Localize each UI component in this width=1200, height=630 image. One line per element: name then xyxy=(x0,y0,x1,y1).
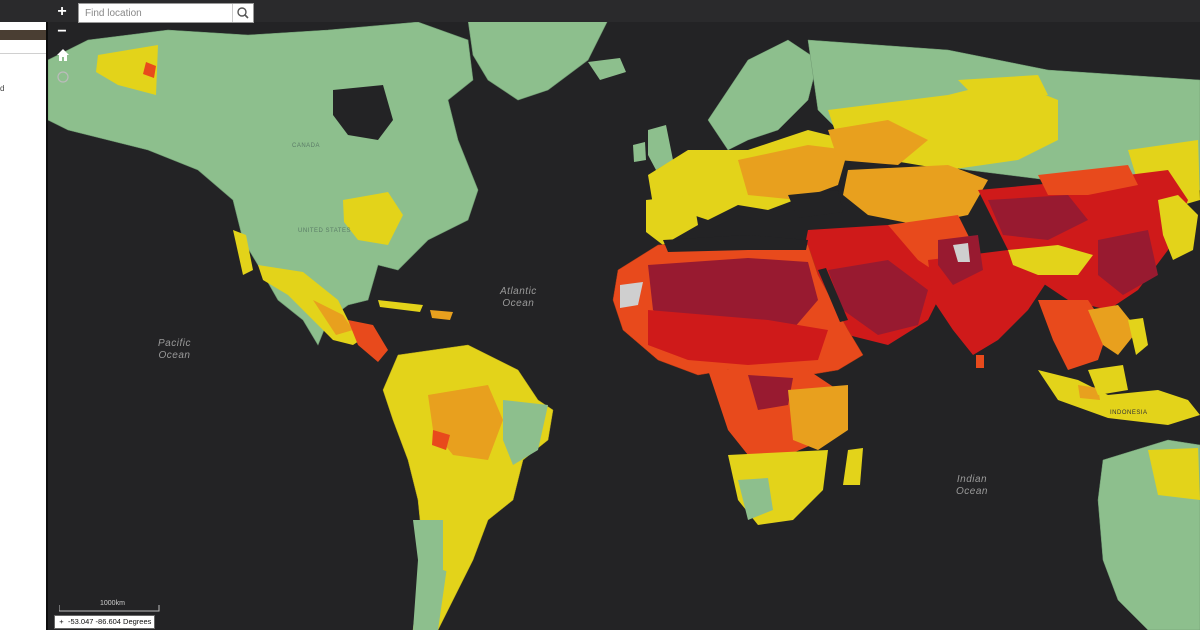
sahel-very-high xyxy=(648,310,828,365)
crosshair-icon: + xyxy=(59,617,64,626)
locate-button[interactable] xyxy=(52,70,74,90)
water-red-sea xyxy=(818,268,848,322)
locate-icon xyxy=(57,71,69,83)
label-atlantic-ocean: Atlantic Ocean xyxy=(500,286,537,310)
side-panel-header xyxy=(0,30,46,40)
chile-south-low xyxy=(413,520,448,630)
label-canada: CANADA xyxy=(292,143,321,149)
land-cuba xyxy=(378,300,423,312)
search-box xyxy=(78,3,254,23)
label-atlantic-line1: Atlantic xyxy=(500,286,537,297)
borneo xyxy=(1088,365,1128,395)
sri-lanka xyxy=(976,355,984,368)
scale-bar xyxy=(58,600,169,612)
philippines xyxy=(1128,318,1148,355)
search-icon xyxy=(237,7,249,19)
indonesia-elevated xyxy=(1078,385,1100,400)
land-hispaniola xyxy=(430,310,453,320)
side-panel-text: d xyxy=(0,84,5,93)
water-hudson-bay xyxy=(333,85,393,140)
label-pacific-ocean: Pacific Ocean xyxy=(158,338,191,362)
land-uk xyxy=(648,125,673,170)
label-united-states: UNITED STATES xyxy=(298,228,351,234)
south-america-high xyxy=(432,430,450,450)
arabia-extreme xyxy=(828,260,928,335)
search-button[interactable] xyxy=(232,4,253,22)
western-sahara-no-data xyxy=(620,282,643,308)
se-asia-high xyxy=(1038,300,1108,370)
mexico-elevated xyxy=(313,300,353,335)
kashmir-no-data xyxy=(953,243,970,262)
tibet-moderate xyxy=(1008,245,1093,275)
land-greenland xyxy=(467,19,609,101)
label-pacific-line1: Pacific xyxy=(158,338,191,349)
us-east-moderate xyxy=(343,192,403,245)
alaska-elevated xyxy=(143,62,156,78)
water-black-sea xyxy=(788,190,843,218)
home-icon xyxy=(57,49,69,61)
china-extreme-west xyxy=(988,195,1088,240)
mongolia-high xyxy=(1038,165,1138,195)
brazil-east-low xyxy=(503,400,548,465)
world-map[interactable]: Atlantic Ocean Pacific Ocean Indian Ocea… xyxy=(48,0,1200,630)
side-panel-divider xyxy=(0,53,46,54)
se-asia-elevated xyxy=(1088,305,1138,355)
iberia xyxy=(646,195,698,245)
argentina-moderate xyxy=(443,520,468,575)
us-california xyxy=(233,230,253,275)
russia-moderate-north xyxy=(958,75,1048,100)
central-america-high xyxy=(348,320,388,362)
africa-east-elevated xyxy=(788,385,848,450)
zoom-out-button[interactable]: − xyxy=(57,23,67,40)
scale-bar-label: 1000km xyxy=(100,600,125,607)
side-panel: d xyxy=(0,0,46,630)
scale-bar-graphic xyxy=(58,605,160,612)
panel-edge xyxy=(46,0,48,630)
indonesia-moderate xyxy=(1038,370,1200,425)
label-indonesia: INDONESIA xyxy=(1110,410,1148,416)
alaska-moderate xyxy=(96,45,158,95)
land-iceland xyxy=(588,58,626,80)
land-scandinavia xyxy=(707,39,819,151)
search-input[interactable] xyxy=(79,4,233,22)
australia-moderate xyxy=(1148,448,1200,500)
russia-elevated xyxy=(828,120,928,165)
map-canvas xyxy=(48,19,1200,630)
label-indian-line2: Ocean xyxy=(956,486,988,497)
china-extreme-east xyxy=(1098,230,1158,295)
water-mediterranean xyxy=(663,235,808,252)
label-indian-ocean: Indian Ocean xyxy=(956,474,988,498)
coordinate-text: -53.047 -86.604 Degrees xyxy=(68,617,152,626)
zoom-in-button[interactable]: + xyxy=(57,3,67,20)
home-button[interactable] xyxy=(52,48,74,68)
land-ireland xyxy=(633,142,646,162)
land-south-america xyxy=(382,344,554,630)
africa-central-extreme xyxy=(748,375,793,410)
label-indian-line1: Indian xyxy=(956,474,988,485)
korea-japan-moderate xyxy=(1158,195,1198,260)
africa-south-low xyxy=(738,478,773,520)
madagascar xyxy=(843,448,863,485)
europe-elevated xyxy=(738,145,848,200)
central-asia-elevated xyxy=(843,165,988,225)
top-bar xyxy=(0,0,1200,22)
label-pacific-line2: Ocean xyxy=(158,350,191,361)
coordinate-readout[interactable]: + -53.047 -86.604 Degrees xyxy=(54,615,156,629)
label-atlantic-line2: Ocean xyxy=(502,298,535,309)
